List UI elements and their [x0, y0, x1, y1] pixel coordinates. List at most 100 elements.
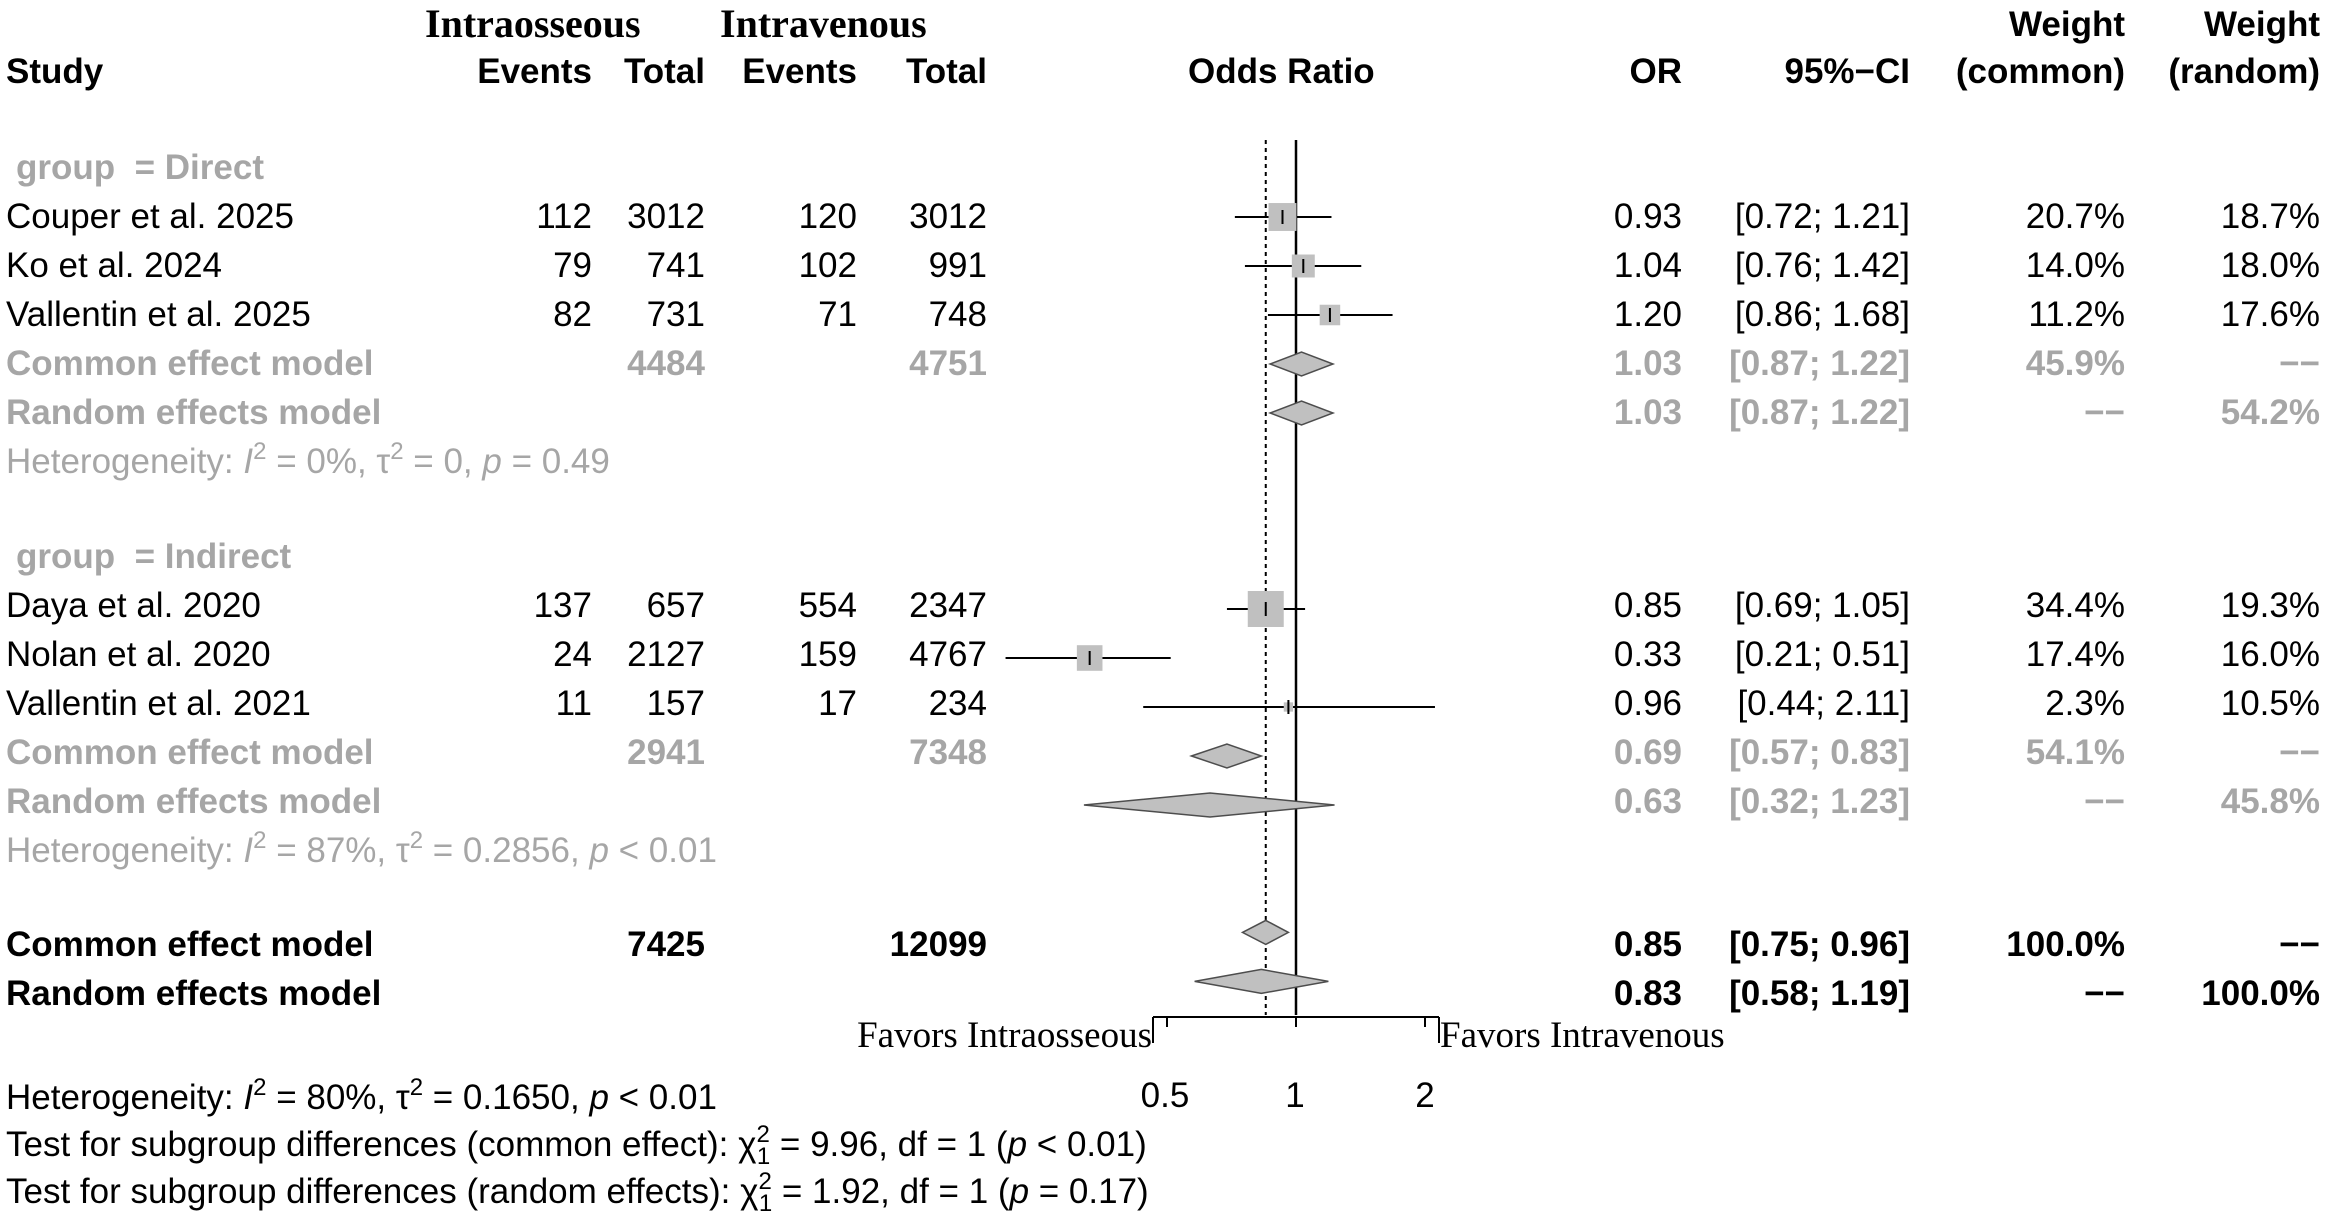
header-total-io: Total — [623, 52, 705, 91]
subgroup-common-diamond — [1267, 351, 1336, 377]
study-total-io: 3012 — [627, 197, 705, 236]
study-total-io: 741 — [646, 246, 705, 285]
subgroup-common-total-io: 4484 — [627, 344, 705, 383]
study-total-iv: 991 — [928, 246, 987, 285]
subgroup-random-label: Random effects model — [6, 782, 382, 821]
overall-common-weight-common: 100.0% — [2006, 925, 2125, 964]
subgroup-random-weight-common: −− — [2084, 782, 2125, 821]
study-or: 0.85 — [1613, 586, 1682, 625]
overall-random-weight-common: −− — [2084, 974, 2125, 1013]
overall-common-or: 0.85 — [1613, 925, 1682, 964]
header-weight-common-2: (common) — [1955, 52, 2125, 91]
study-weight-random: 19.3% — [2220, 586, 2320, 625]
study-name: Daya et al. 2020 — [6, 586, 261, 625]
subgroup-random-diamond — [1083, 792, 1335, 818]
study-weight-random: 10.5% — [2220, 684, 2320, 723]
study-events-io: 11 — [555, 684, 592, 723]
subgroup-random-weight-random: 45.8% — [2220, 782, 2320, 821]
subgroup-label-direct: group = Direct — [16, 148, 264, 187]
study-weight-random: 17.6% — [2220, 295, 2320, 334]
subgroup-random-diamond — [1267, 400, 1336, 426]
subgroup-random-or: 1.03 — [1613, 393, 1682, 432]
subgroup-random-or: 0.63 — [1613, 782, 1682, 821]
subgroup-common-total-iv: 7348 — [909, 733, 987, 772]
subgroup-random-ci: [0.87; 1.22] — [1729, 393, 1910, 432]
study-ci: [0.69; 1.05] — [1734, 586, 1910, 625]
subgroup-heterogeneity: Heterogeneity: I2 = 87%, τ2 = 0.2856, p … — [6, 827, 717, 871]
subgroup-common-label: Common effect model — [6, 344, 374, 383]
study-or: 1.04 — [1613, 246, 1682, 285]
study-name: Vallentin et al. 2021 — [6, 684, 311, 723]
subgroup-common-ci: [0.57; 0.83] — [1729, 733, 1910, 772]
subgroup-common-or: 0.69 — [1613, 733, 1682, 772]
study-total-io: 157 — [646, 684, 705, 723]
overall-common-ci: [0.75; 0.96] — [1729, 925, 1910, 964]
study-total-iv: 3012 — [909, 197, 987, 236]
subgroup-common-total-iv: 4751 — [909, 344, 987, 383]
study-weight-common: 14.0% — [2025, 246, 2125, 285]
study-name: Vallentin et al. 2025 — [6, 295, 311, 334]
study-events-io: 24 — [553, 635, 592, 674]
subgroup-random-ci: [0.32; 1.23] — [1729, 782, 1910, 821]
study-events-iv: 120 — [798, 197, 857, 236]
overall-common-weight-random: −− — [2279, 925, 2320, 964]
header-ci: 95%−CI — [1784, 52, 1911, 91]
header-or: OR — [1629, 52, 1683, 91]
header-events-iv: Events — [742, 52, 857, 91]
header-weight-common-1: Weight — [2008, 5, 2125, 44]
study-name: Couper et al. 2025 — [6, 197, 294, 236]
study-total-iv: 748 — [928, 295, 987, 334]
subgroup-heterogeneity: Heterogeneity: I2 = 0%, τ2 = 0, p = 0.49 — [6, 438, 610, 482]
study-ci: [0.76; 1.42] — [1734, 246, 1910, 285]
study-or: 0.96 — [1613, 684, 1682, 723]
study-weight-random: 18.7% — [2220, 197, 2320, 236]
study-or: 0.93 — [1613, 197, 1682, 236]
subgroup-label-indirect: group = Indirect — [16, 537, 292, 576]
subgroup-random-weight-random: 54.2% — [2220, 393, 2320, 432]
study-events-iv: 554 — [798, 586, 857, 625]
header-weight-random-2: (random) — [2168, 52, 2320, 91]
subgroup-common-ci: [0.87; 1.22] — [1729, 344, 1910, 383]
study-total-io: 731 — [646, 295, 705, 334]
subgroup-random-weight-common: −− — [2084, 393, 2125, 432]
subgroup-common-weight-common: 54.1% — [2025, 733, 2125, 772]
overall-random-diamond — [1194, 968, 1329, 995]
subgroup-common-diamond — [1189, 743, 1264, 769]
subgroup-common-weight-random: −− — [2279, 344, 2320, 383]
study-weight-common: 20.7% — [2025, 197, 2125, 236]
axis-tick-label: 2 — [1415, 1076, 1435, 1115]
overall-random-label: Random effects model — [6, 974, 382, 1013]
overall-common-label: Common effect model — [6, 925, 374, 964]
subgroup-common-total-io: 2941 — [627, 733, 705, 772]
study-weight-random: 18.0% — [2220, 246, 2320, 285]
header-total-iv: Total — [905, 52, 987, 91]
subgroup-common-weight-random: −− — [2279, 733, 2320, 772]
study-name: Ko et al. 2024 — [6, 246, 222, 285]
study-events-iv: 102 — [798, 246, 857, 285]
study-weight-common: 17.4% — [2025, 635, 2125, 674]
study-events-io: 82 — [553, 295, 592, 334]
study-or: 1.20 — [1613, 295, 1682, 334]
study-events-io: 137 — [533, 586, 592, 625]
study-total-io: 657 — [646, 586, 705, 625]
overall-heterogeneity: Heterogeneity: I2 = 80%, τ2 = 0.1650, p … — [6, 1074, 717, 1118]
subgroup-common-weight-common: 45.9% — [2025, 344, 2125, 383]
study-events-io: 79 — [553, 246, 592, 285]
header-intraosseous: Intraosseous — [425, 1, 641, 46]
study-name: Nolan et al. 2020 — [6, 635, 271, 674]
subgroup-common-label: Common effect model — [6, 733, 374, 772]
test-subgroup-random: Test for subgroup differences (random ef… — [6, 1168, 1149, 1217]
study-ci: [0.44; 2.11] — [1737, 684, 1910, 723]
overall-common-diamond — [1240, 919, 1291, 946]
favors-right-label: Favors Intravenous — [1440, 1015, 1725, 1056]
study-events-iv: 159 — [798, 635, 857, 674]
subgroup-random-label: Random effects model — [6, 393, 382, 432]
study-events-iv: 17 — [818, 684, 857, 723]
study-weight-common: 11.2% — [2028, 295, 2125, 334]
study-ci: [0.72; 1.21] — [1734, 197, 1910, 236]
study-weight-random: 16.0% — [2220, 635, 2320, 674]
overall-random-ci: [0.58; 1.19] — [1729, 974, 1910, 1013]
header-study: Study — [6, 52, 104, 91]
axis-tick-label: 0.5 — [1140, 1076, 1190, 1115]
